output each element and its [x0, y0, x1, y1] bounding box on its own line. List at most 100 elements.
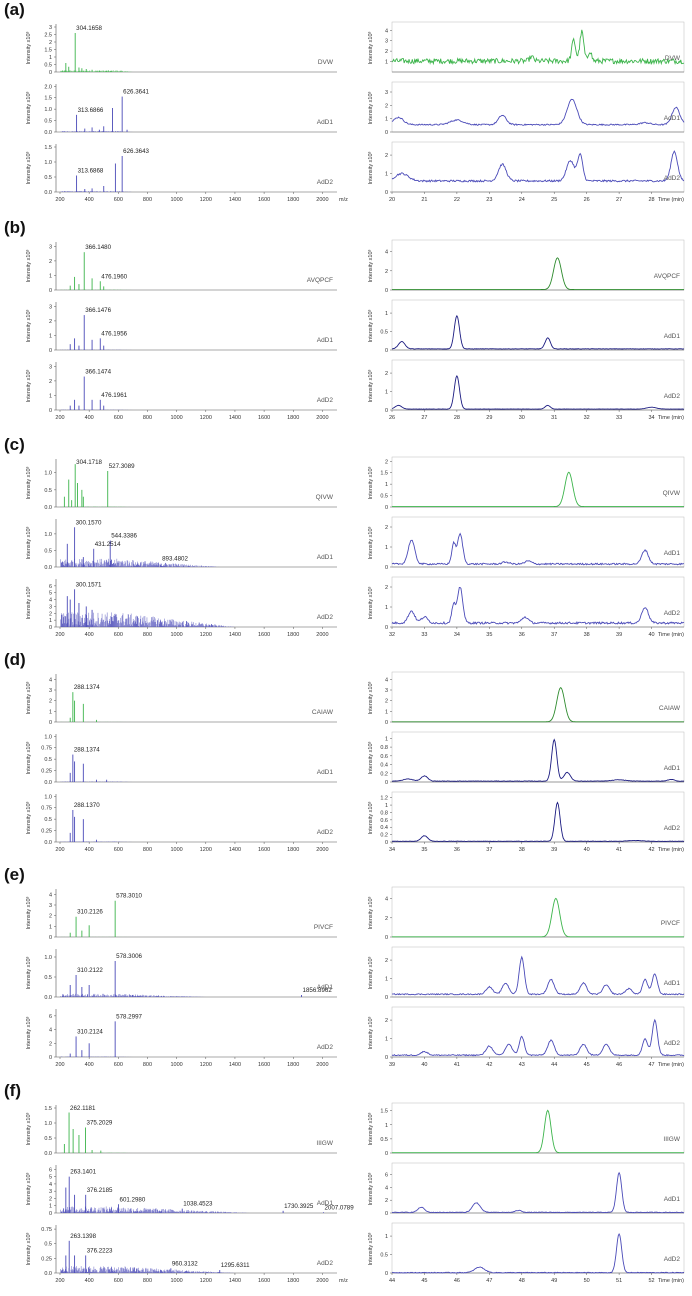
x-tick-label: 1800: [287, 1062, 299, 1068]
x-axis-label: Time (min): [658, 632, 684, 638]
chromatogram-trace: [391, 532, 685, 566]
x-tick-label: 44: [389, 1278, 395, 1284]
y-axis-label: Intensity x10³: [368, 741, 374, 774]
lc-row: 0 1 2 3 4 Intensity x10³ CAIAW: [368, 671, 685, 726]
sample-label: QIVW: [316, 494, 334, 501]
sample-label: AdD1: [664, 115, 681, 122]
ms-row: 00.5 11.5 22.5 3 Intensity x10³ 304.1658 DVW: [26, 24, 337, 76]
y-tick-label: 3: [49, 25, 52, 31]
x-tick-label: 200: [55, 847, 64, 853]
y-tick-label: 0: [385, 935, 388, 941]
x-axis-label: Time (min): [658, 847, 684, 853]
y-tick-label: 1.0: [44, 955, 52, 961]
y-tick-label: 2: [385, 525, 388, 531]
x-tick-label: 1000: [171, 197, 183, 203]
x-tick-label: 41: [454, 1062, 460, 1068]
y-tick-label: 0.2: [380, 771, 388, 777]
ms-peak-label: 1038.4523: [183, 1201, 213, 1208]
x-tick-label: 1600: [258, 1062, 270, 1068]
sample-label: AdD2: [317, 397, 334, 404]
y-tick-label: 0.25: [41, 769, 52, 775]
chromatogram-trace: [391, 1018, 685, 1057]
y-tick-label: 0.5: [44, 1242, 52, 1248]
y-tick-label: 1.0: [44, 794, 52, 800]
x-tick-label: 800: [143, 847, 152, 853]
y-tick-label: 0: [385, 1055, 388, 1061]
lc-row: 00.2 0.40.6 0.811.2 Intensity x10³ AdD2 34 35 3…: [368, 791, 685, 853]
ms-row: 0 1 2 3 4 Intensity x10³ 288.1374 CAIAW: [26, 674, 337, 726]
ms-row: 0 2 4 6 Intensity x10³ 310.2124 578.2997 AdD2 20…: [26, 1009, 337, 1068]
y-axis-label: Intensity x10³: [368, 91, 374, 124]
x-tick-label: 1200: [200, 847, 212, 853]
x-tick-label: 37: [486, 847, 492, 853]
y-tick-label: 1: [49, 55, 52, 61]
ms-peak-label: 626.3641: [123, 89, 149, 96]
x-tick-label: 1000: [171, 415, 183, 421]
panel-label: (f): [4, 1081, 21, 1100]
ms-peak-label: 476.1960: [101, 273, 127, 280]
lc-row: 0 1 2 3 Intensity x10³ AdD1: [368, 81, 685, 136]
x-tick-label: 47: [486, 1278, 492, 1284]
y-tick-label: 0: [385, 565, 388, 571]
y-tick-label: 3: [49, 688, 52, 694]
sample-label: AdD2: [317, 1044, 334, 1051]
chromatogram-trace: [391, 29, 685, 66]
y-tick-label: 1.5: [380, 471, 388, 477]
x-tick-label: 2000: [316, 847, 328, 853]
ms-peak-label: 262.1181: [70, 1105, 96, 1112]
x-axis-label: m/z: [339, 197, 348, 203]
y-tick-label: 2: [49, 319, 52, 325]
panel-label: (e): [4, 865, 25, 884]
y-tick-label: 1: [385, 390, 388, 396]
y-tick-label: 2: [49, 40, 52, 46]
ms-peak-label: 304.1658: [76, 25, 102, 32]
x-tick-label: 34: [389, 847, 395, 853]
y-tick-label: 2: [49, 259, 52, 265]
ms-peak-label: 1730.3925: [284, 1203, 314, 1210]
y-tick-label: 1: [49, 618, 52, 624]
y-tick-label: 1: [385, 803, 388, 809]
sample-label: AVQPCF: [307, 277, 333, 284]
plot-frame: [391, 671, 685, 723]
sample-label: AdD2: [664, 610, 681, 617]
chromatogram-trace: [392, 257, 684, 290]
panel-label: (d): [4, 650, 26, 669]
y-tick-label: 4: [385, 1185, 388, 1191]
x-tick-label: 25: [551, 197, 557, 203]
y-tick-label: 0: [385, 348, 388, 354]
x-tick-label: 2000: [316, 1062, 328, 1068]
y-tick-label: 3: [49, 244, 52, 250]
x-tick-label: 28: [454, 415, 460, 421]
y-tick-label: 0: [385, 190, 388, 196]
ms-peak-label: 376.2223: [87, 1247, 113, 1254]
plot-frame: [391, 731, 685, 783]
x-tick-label: 2000: [316, 197, 328, 203]
x-tick-label: 1200: [200, 1062, 212, 1068]
y-tick-label: 0: [49, 935, 52, 941]
y-tick-label: 4: [385, 250, 388, 256]
panel-group: 0.0 0.5 1.0 Intensity x10³ 304.1718 527.3089 Q…: [26, 456, 685, 638]
ms-row: 0.0 0.5 1.0 1.5 Intensity x10³ 262.1181 375.20…: [26, 1105, 337, 1157]
y-tick-label: 0.0: [44, 995, 52, 1001]
panel-label: (b): [4, 218, 26, 237]
y-tick-label: 1: [385, 977, 388, 983]
y-tick-label: 3: [385, 90, 388, 96]
x-tick-label: 1800: [287, 415, 299, 421]
y-tick-label: 0: [385, 505, 388, 511]
lc-row: 0 0.2 0.4 0.6 0.8 1 Intensity x10³ AdD1: [368, 731, 685, 786]
y-axis-label: Intensity x10³: [368, 1112, 374, 1145]
panel-group: 0 1 2 3 Intensity x10³ 366.1480 476.1960 AVQPCF…: [26, 239, 685, 421]
y-tick-label: 0: [385, 1271, 388, 1277]
plot-frame: [391, 946, 685, 998]
y-tick-label: 2: [49, 1196, 52, 1202]
x-axis-label: m/z: [339, 1278, 348, 1284]
y-axis-label: Intensity x10³: [26, 1172, 32, 1205]
x-tick-label: 1000: [171, 1278, 183, 1284]
ms-row: 0.0 0.5 1.0 Intensity x10³ 310.2122 578.3006 1…: [26, 949, 337, 1001]
ms-row: 0.0 0.5 1.0 Intensity x10³ 300.1570 431.25145…: [26, 519, 337, 571]
plot-frame: [391, 299, 685, 351]
x-tick-label: 200: [55, 415, 64, 421]
chromatogram-trace: [392, 1109, 684, 1154]
y-axis-label: Intensity x10³: [26, 801, 32, 834]
ms-peak-label: 578.2997: [116, 1013, 142, 1020]
